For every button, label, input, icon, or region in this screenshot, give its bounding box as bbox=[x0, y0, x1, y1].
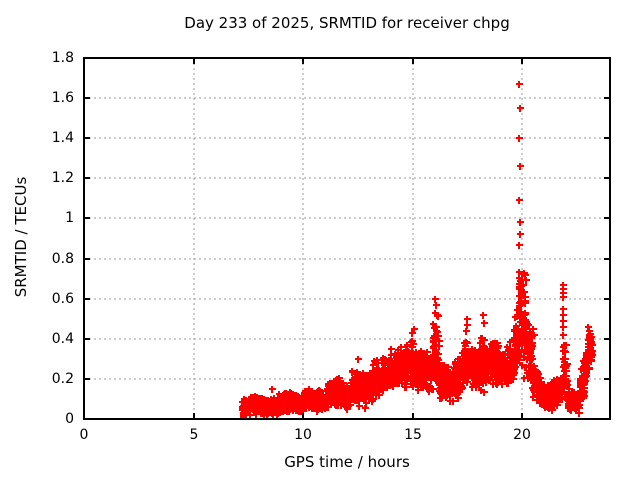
y-tick-label: 1 bbox=[65, 210, 74, 226]
start-square-point bbox=[240, 413, 247, 420]
y-tick-label: 1.8 bbox=[51, 50, 74, 66]
plot-border bbox=[83, 57, 611, 420]
y-tick-label: 0.8 bbox=[51, 251, 74, 267]
y-tick-label: 0 bbox=[65, 411, 74, 427]
y-tick-label: 1.6 bbox=[51, 90, 74, 106]
x-tick-label: 10 bbox=[294, 427, 312, 443]
y-tick-label: 1.4 bbox=[51, 130, 74, 146]
x-tick-label: 20 bbox=[513, 427, 531, 443]
x-tick-label: 0 bbox=[79, 427, 89, 443]
x-tick-label: 15 bbox=[404, 427, 422, 443]
scatter-points bbox=[239, 81, 596, 419]
y-tick-label: 0.4 bbox=[51, 331, 74, 347]
y-tick-label: 0.6 bbox=[51, 291, 74, 307]
y-tick-label: 1.2 bbox=[51, 170, 74, 186]
y-tick-label: 0.2 bbox=[51, 371, 74, 387]
x-tick-label: 5 bbox=[189, 427, 199, 443]
chart-title: Day 233 of 2025, SRMTID for receiver chp… bbox=[184, 14, 510, 32]
x-axis-label: GPS time / hours bbox=[284, 453, 410, 471]
